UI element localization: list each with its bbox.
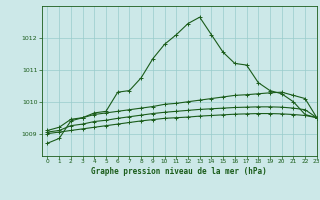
X-axis label: Graphe pression niveau de la mer (hPa): Graphe pression niveau de la mer (hPa) bbox=[91, 167, 267, 176]
